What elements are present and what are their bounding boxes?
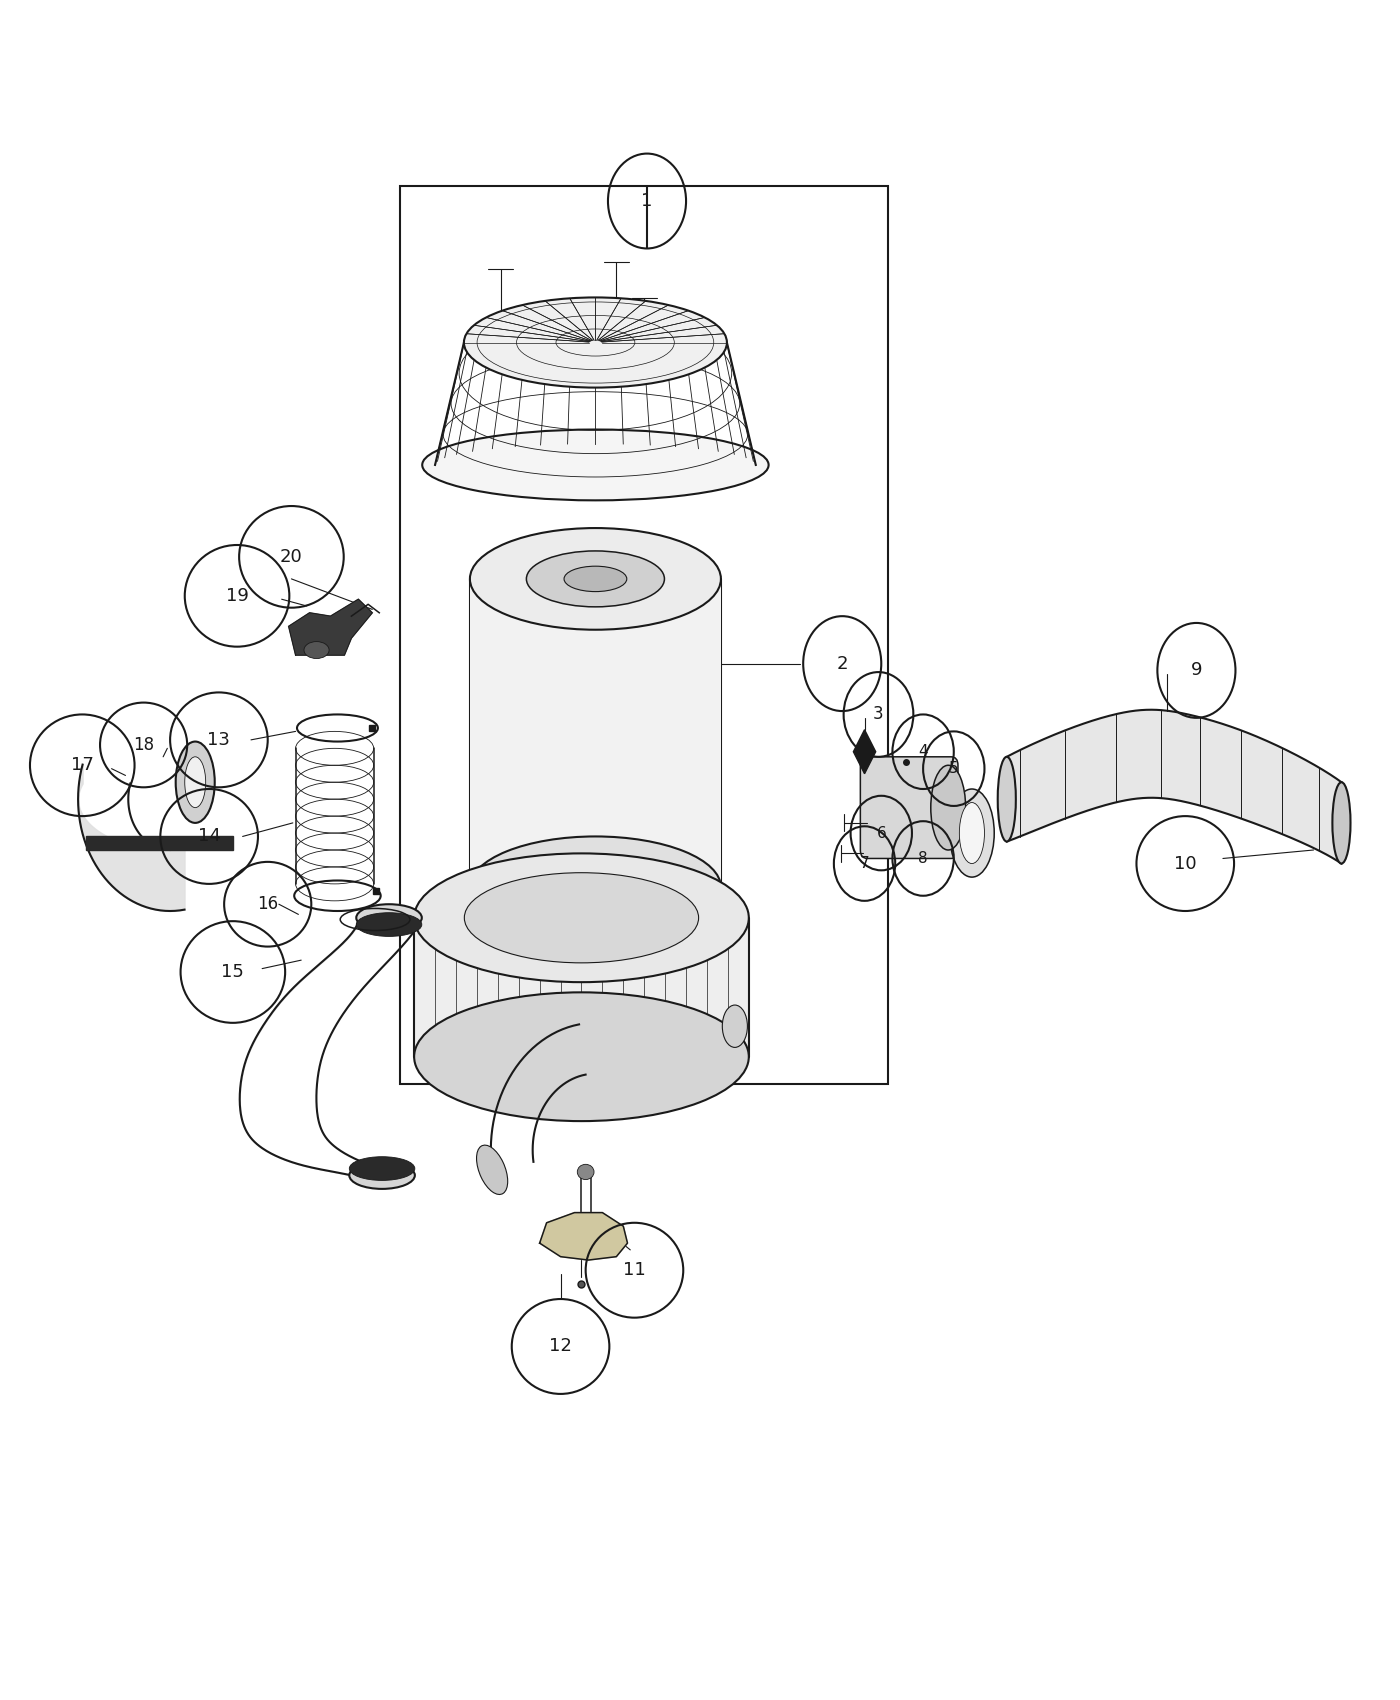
FancyBboxPatch shape <box>861 756 958 858</box>
Text: 5: 5 <box>949 762 959 777</box>
Ellipse shape <box>998 756 1016 842</box>
Ellipse shape <box>526 551 665 607</box>
Polygon shape <box>539 1212 627 1260</box>
Text: 7: 7 <box>860 857 869 870</box>
Text: 2: 2 <box>836 654 848 673</box>
Text: 6: 6 <box>876 826 886 840</box>
Polygon shape <box>87 836 232 850</box>
Text: 19: 19 <box>225 586 248 605</box>
Polygon shape <box>414 918 749 1057</box>
Text: 1: 1 <box>641 192 652 211</box>
Ellipse shape <box>959 802 984 864</box>
Ellipse shape <box>349 1156 414 1180</box>
Text: 4: 4 <box>918 745 928 760</box>
Ellipse shape <box>949 789 994 877</box>
Polygon shape <box>470 580 721 887</box>
Ellipse shape <box>564 566 627 592</box>
Ellipse shape <box>470 529 721 629</box>
Text: 18: 18 <box>133 736 154 753</box>
Ellipse shape <box>465 872 699 962</box>
Text: 20: 20 <box>280 547 302 566</box>
Ellipse shape <box>414 993 749 1120</box>
Ellipse shape <box>470 836 721 938</box>
Text: 3: 3 <box>874 706 883 724</box>
Bar <box>400 185 888 1085</box>
Ellipse shape <box>931 765 966 850</box>
Ellipse shape <box>175 741 214 823</box>
Polygon shape <box>854 729 876 774</box>
Ellipse shape <box>1333 782 1351 864</box>
Ellipse shape <box>577 1164 594 1180</box>
Ellipse shape <box>476 1146 508 1195</box>
Text: 17: 17 <box>71 756 94 774</box>
Text: 9: 9 <box>1190 661 1203 680</box>
Ellipse shape <box>356 913 421 937</box>
Ellipse shape <box>356 904 421 932</box>
Text: 14: 14 <box>197 828 221 845</box>
Ellipse shape <box>463 298 727 388</box>
Ellipse shape <box>423 430 769 500</box>
Text: 13: 13 <box>207 731 231 750</box>
Ellipse shape <box>304 641 329 658</box>
Ellipse shape <box>349 1161 414 1188</box>
Text: 16: 16 <box>258 896 279 913</box>
Text: 10: 10 <box>1175 855 1197 872</box>
Ellipse shape <box>722 1005 748 1047</box>
Text: 12: 12 <box>549 1338 573 1355</box>
Ellipse shape <box>414 853 749 983</box>
Ellipse shape <box>185 756 206 808</box>
Text: 8: 8 <box>918 852 928 865</box>
Text: 11: 11 <box>623 1261 645 1278</box>
Polygon shape <box>288 598 372 654</box>
Text: 15: 15 <box>221 962 244 981</box>
